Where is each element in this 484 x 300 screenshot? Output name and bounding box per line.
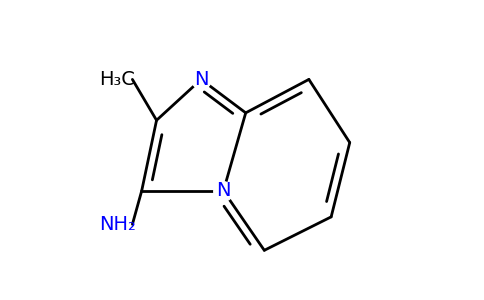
Text: N: N (216, 182, 231, 200)
Text: N: N (194, 70, 209, 89)
Text: H₃C: H₃C (99, 70, 135, 89)
Text: NH₂: NH₂ (99, 215, 136, 234)
